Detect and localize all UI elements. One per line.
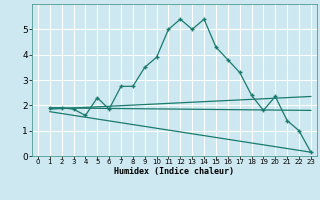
X-axis label: Humidex (Indice chaleur): Humidex (Indice chaleur) [115, 167, 234, 176]
